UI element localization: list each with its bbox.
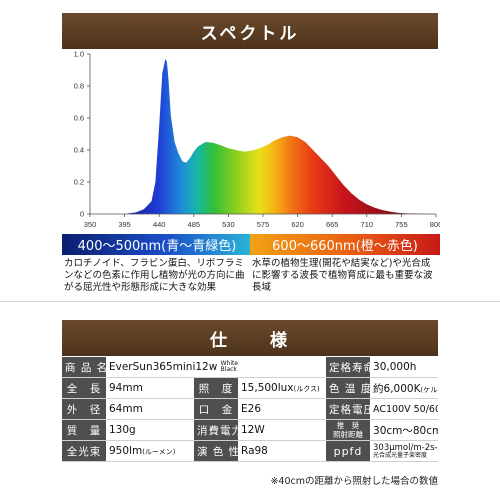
color-temp-cell: 約6,000K(ケルビン) xyxy=(370,377,439,399)
spec-banner: 仕 様 xyxy=(62,320,438,356)
product-name-cell: EverSun365mini12w White Black xyxy=(106,357,327,378)
spectrum-area xyxy=(90,58,436,214)
ppfd-sub: 光合成光量子束密度 xyxy=(373,451,428,459)
band-orange-text: 600〜660nm(橙〜赤色) xyxy=(272,239,418,254)
table-row: 全光束 950lm(ルーメン) 演 色 性 Ra98 ppfd 303μmol/… xyxy=(62,440,439,462)
socket-value: E26 xyxy=(238,398,327,420)
spectrum-banner: スペクトル xyxy=(62,13,438,49)
spec-table: 商 品 名 EverSun365mini12w White Black 定格寿命… xyxy=(62,357,439,462)
x-tick-label: 530 xyxy=(222,220,235,229)
x-tick-label: 440 xyxy=(153,220,166,229)
illuminance-cell: 15,500lux(ルクス) xyxy=(238,377,327,399)
weight-label: 質 量 xyxy=(62,419,106,441)
illuminance-unit: (ルクス) xyxy=(293,385,320,393)
power-value: 12W xyxy=(238,419,327,441)
color-black: Black xyxy=(220,366,237,373)
y-tick-label: 0 xyxy=(80,210,84,219)
x-tick-label: 395 xyxy=(118,220,131,229)
weight-value: 130g xyxy=(106,419,194,441)
band-orange-label: 600〜660nm(橙〜赤色) xyxy=(250,234,440,255)
life-value: 30,000h xyxy=(370,357,439,378)
distance-label: 推 奨 照射距離 xyxy=(326,419,371,441)
y-tick-label: 0.2 xyxy=(74,178,84,187)
y-tick-label: 0.6 xyxy=(74,114,84,123)
section-divider xyxy=(0,301,500,302)
diameter-value: 64mm xyxy=(106,398,194,420)
y-tick-label: 0.4 xyxy=(74,146,84,155)
diameter-label: 外 径 xyxy=(62,398,106,420)
footnote: ※40cmの距離から照射した場合の数値 xyxy=(270,476,438,487)
life-label: 定格寿命 xyxy=(326,357,371,378)
flux-label: 全光束 xyxy=(62,440,106,462)
x-tick-label: 485 xyxy=(188,220,201,229)
spectrum-title: スペクトル xyxy=(200,23,300,44)
cri-label: 演 色 性 xyxy=(194,440,238,462)
orange-description: 水草の植物生理(開花や結実など)や光合成に影響する波長で植物育成に最も重要な波長… xyxy=(252,258,433,293)
x-tick-label: 755 xyxy=(395,220,408,229)
spec-title: 仕 様 xyxy=(210,330,290,351)
color-white: White xyxy=(220,360,239,367)
distance-label-1: 推 奨 xyxy=(336,421,360,430)
power-label: 消費電力 xyxy=(194,419,238,441)
table-row: 外 径 64mm 口 金 E26 定格電圧 AC100V 50/60Hz xyxy=(62,398,439,420)
flux-unit: (ルーメン) xyxy=(142,448,176,456)
cri-value: Ra98 xyxy=(238,440,327,462)
x-tick-label: 350 xyxy=(84,220,97,229)
product-name-value: EverSun365mini12w xyxy=(109,361,218,373)
voltage-value: AC100V 50/60Hz xyxy=(370,398,439,420)
product-colors: White Black xyxy=(221,361,238,373)
flux-value: 950lm xyxy=(109,445,143,457)
table-row: 全 長 94mm 照 度 15,500lux(ルクス) 色 温 度 約6,000… xyxy=(62,377,439,399)
table-row: 質 量 130g 消費電力 12W 推 奨 照射距離 30cm〜80cm xyxy=(62,419,439,441)
illuminance-label: 照 度 xyxy=(194,377,238,399)
x-tick-label: 575 xyxy=(257,220,270,229)
table-row: 商 品 名 EverSun365mini12w White Black 定格寿命… xyxy=(62,357,439,378)
illuminance-value: 15,500lux xyxy=(241,382,294,394)
y-tick-label: 1.0 xyxy=(74,50,84,59)
distance-value: 30cm〜80cm xyxy=(370,419,439,441)
ppfd-cell: 303μmol/m-2s-1※ 光合成光量子束密度 xyxy=(370,440,439,462)
color-temp-label: 色 温 度 xyxy=(326,377,371,399)
length-value: 94mm xyxy=(106,377,194,399)
x-tick-label: 800 xyxy=(430,220,440,229)
ppfd-label: ppfd xyxy=(326,440,371,462)
x-tick-label: 665 xyxy=(326,220,339,229)
band-blue-text: 400〜500nm(青〜青緑色) xyxy=(77,239,237,254)
y-tick-label: 0.8 xyxy=(74,82,84,91)
product-name-label: 商 品 名 xyxy=(62,357,106,378)
ppfd-value: 303μmol/m-2s-1 xyxy=(373,442,439,453)
x-tick-label: 710 xyxy=(361,220,374,229)
distance-label-2: 照射距離 xyxy=(333,430,364,439)
socket-label: 口 金 xyxy=(194,398,238,420)
voltage-label: 定格電圧 xyxy=(326,398,371,420)
length-label: 全 長 xyxy=(62,377,106,399)
flux-cell: 950lm(ルーメン) xyxy=(106,440,194,462)
band-blue-label: 400〜500nm(青〜青緑色) xyxy=(62,234,252,255)
color-temp-unit: (ケルビン) xyxy=(420,385,438,394)
blue-description: カロチノイド、フラビン蛋白、リボフラミンなどの色素に作用し植物が光の方向に曲がる… xyxy=(64,258,245,293)
color-temp-value: 約6,000K xyxy=(373,382,421,395)
x-tick-label: 620 xyxy=(291,220,304,229)
spectrum-chart: 350 395 440 485 530 575 620 665 710 755 800 0 0.2 0.4… xyxy=(74,50,440,230)
